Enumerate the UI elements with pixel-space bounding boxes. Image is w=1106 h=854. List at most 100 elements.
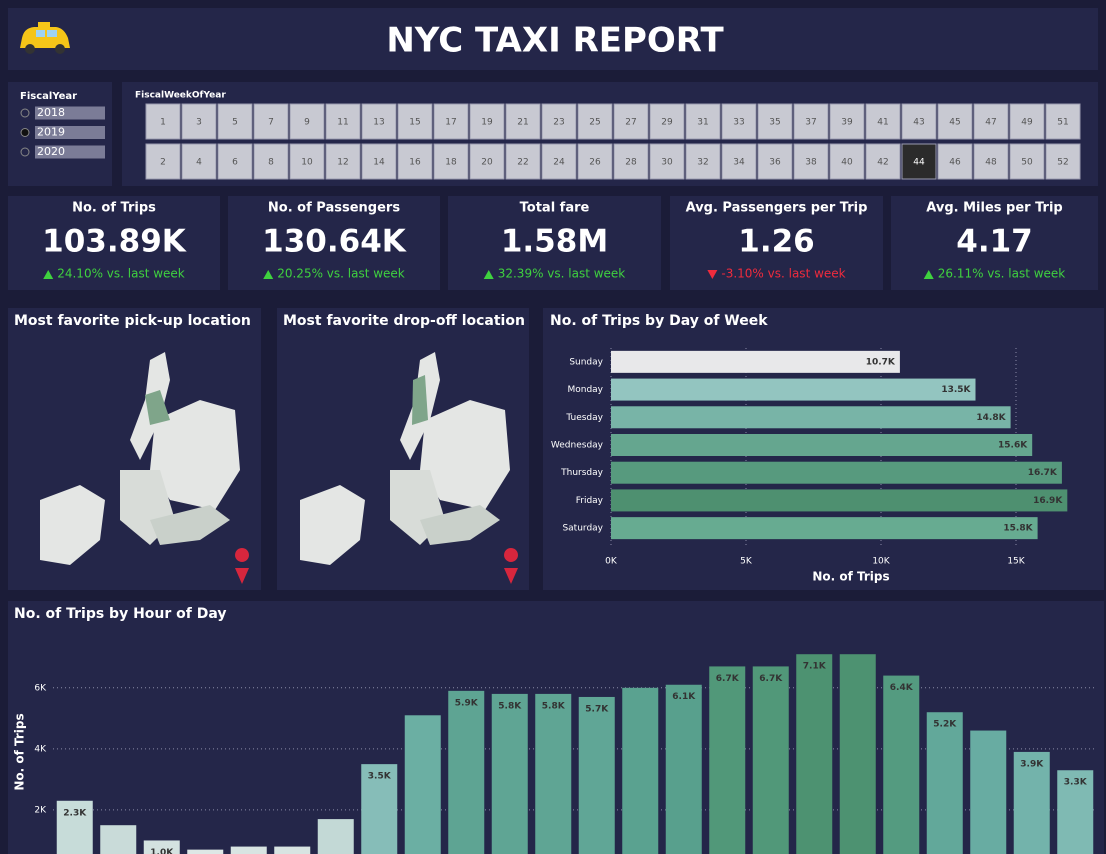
week-label[interactable]: 36 bbox=[769, 158, 781, 168]
week-button[interactable] bbox=[361, 103, 397, 140]
week-label[interactable]: 15 bbox=[409, 118, 420, 128]
radio-button[interactable] bbox=[20, 128, 30, 137]
week-button[interactable] bbox=[469, 143, 505, 180]
week-label[interactable]: 18 bbox=[445, 158, 457, 168]
week-label[interactable]: 52 bbox=[1057, 158, 1068, 168]
week-button[interactable] bbox=[757, 103, 793, 140]
week-label[interactable]: 26 bbox=[589, 158, 601, 168]
week-label[interactable]: 7 bbox=[268, 118, 274, 128]
week-label[interactable]: 50 bbox=[1021, 158, 1033, 168]
week-button[interactable] bbox=[829, 143, 865, 180]
week-label[interactable]: 16 bbox=[409, 158, 421, 168]
week-label[interactable]: 3 bbox=[196, 118, 202, 128]
week-label[interactable]: 51 bbox=[1057, 118, 1068, 128]
option-label[interactable]: 2020 bbox=[37, 145, 65, 158]
week-button[interactable] bbox=[721, 103, 757, 140]
week-label[interactable]: 22 bbox=[517, 158, 528, 168]
week-button[interactable] bbox=[865, 143, 901, 180]
week-button[interactable] bbox=[757, 143, 793, 180]
week-button[interactable] bbox=[613, 143, 649, 180]
week-label[interactable]: 37 bbox=[805, 118, 816, 128]
week-button[interactable] bbox=[433, 103, 469, 140]
week-label[interactable]: 20 bbox=[481, 158, 493, 168]
option-label[interactable]: 2018 bbox=[37, 106, 65, 119]
week-label[interactable]: 29 bbox=[661, 118, 673, 128]
week-label[interactable]: 28 bbox=[625, 158, 637, 168]
week-label[interactable]: 43 bbox=[913, 118, 924, 128]
week-button[interactable] bbox=[1045, 143, 1081, 180]
week-button[interactable] bbox=[649, 143, 685, 180]
week-button[interactable] bbox=[181, 143, 217, 180]
week-button[interactable] bbox=[541, 143, 577, 180]
week-button[interactable] bbox=[973, 103, 1009, 140]
week-label[interactable]: 45 bbox=[949, 118, 960, 128]
week-label[interactable]: 13 bbox=[373, 118, 384, 128]
week-button[interactable] bbox=[397, 103, 433, 140]
week-label[interactable]: 46 bbox=[949, 158, 961, 168]
week-label[interactable]: 27 bbox=[625, 118, 636, 128]
week-label[interactable]: 9 bbox=[304, 118, 310, 128]
week-label[interactable]: 8 bbox=[268, 158, 274, 168]
week-button[interactable] bbox=[433, 143, 469, 180]
week-label[interactable]: 1 bbox=[160, 118, 166, 128]
week-button[interactable] bbox=[505, 143, 541, 180]
week-label[interactable]: 10 bbox=[301, 158, 313, 168]
week-button[interactable] bbox=[937, 103, 973, 140]
radio-button[interactable] bbox=[20, 108, 30, 118]
week-label[interactable]: 33 bbox=[733, 118, 744, 128]
week-label[interactable]: 42 bbox=[877, 158, 888, 168]
week-button[interactable] bbox=[865, 103, 901, 140]
week-label[interactable]: 5 bbox=[232, 118, 238, 128]
week-label[interactable]: 31 bbox=[697, 118, 708, 128]
week-button[interactable] bbox=[181, 103, 217, 140]
week-button[interactable] bbox=[217, 103, 253, 140]
week-button[interactable] bbox=[901, 143, 937, 180]
week-label[interactable]: 40 bbox=[841, 158, 853, 168]
week-button[interactable] bbox=[289, 143, 325, 180]
week-label[interactable]: 24 bbox=[553, 158, 565, 168]
week-button[interactable] bbox=[1009, 143, 1045, 180]
week-label[interactable]: 25 bbox=[589, 118, 600, 128]
week-label[interactable]: 19 bbox=[481, 118, 493, 128]
week-button[interactable] bbox=[145, 103, 181, 140]
week-label[interactable]: 4 bbox=[196, 158, 202, 168]
week-button[interactable] bbox=[649, 103, 685, 140]
week-button[interactable] bbox=[721, 143, 757, 180]
week-label[interactable]: 6 bbox=[232, 158, 238, 168]
week-button[interactable] bbox=[829, 103, 865, 140]
week-label[interactable]: 47 bbox=[985, 118, 996, 128]
week-label[interactable]: 17 bbox=[445, 118, 456, 128]
week-label[interactable]: 23 bbox=[553, 118, 564, 128]
week-button[interactable] bbox=[937, 143, 973, 180]
week-button[interactable] bbox=[253, 143, 289, 180]
week-label[interactable]: 44 bbox=[913, 158, 925, 168]
week-button[interactable] bbox=[145, 143, 181, 180]
week-button[interactable] bbox=[901, 103, 937, 140]
week-label[interactable]: 2 bbox=[160, 158, 166, 168]
week-button[interactable] bbox=[325, 103, 361, 140]
week-button[interactable] bbox=[1045, 103, 1081, 140]
week-button[interactable] bbox=[505, 103, 541, 140]
week-button[interactable] bbox=[289, 103, 325, 140]
week-button[interactable] bbox=[613, 103, 649, 140]
week-label[interactable]: 30 bbox=[661, 158, 673, 168]
week-label[interactable]: 49 bbox=[1021, 118, 1033, 128]
week-button[interactable] bbox=[361, 143, 397, 180]
week-label[interactable]: 35 bbox=[769, 118, 780, 128]
week-label[interactable]: 39 bbox=[841, 118, 853, 128]
week-label[interactable]: 14 bbox=[373, 158, 385, 168]
week-label[interactable]: 32 bbox=[697, 158, 708, 168]
week-button[interactable] bbox=[397, 143, 433, 180]
week-label[interactable]: 21 bbox=[517, 118, 528, 128]
week-button[interactable] bbox=[325, 143, 361, 180]
week-button[interactable] bbox=[469, 103, 505, 140]
week-label[interactable]: 41 bbox=[877, 118, 888, 128]
radio-button[interactable] bbox=[20, 147, 30, 157]
week-button[interactable] bbox=[577, 103, 613, 140]
week-button[interactable] bbox=[685, 143, 721, 180]
week-label[interactable]: 34 bbox=[733, 158, 745, 168]
week-button[interactable] bbox=[793, 143, 829, 180]
week-button[interactable] bbox=[217, 143, 253, 180]
week-label[interactable]: 12 bbox=[337, 158, 348, 168]
option-label[interactable]: 2019 bbox=[37, 126, 65, 139]
